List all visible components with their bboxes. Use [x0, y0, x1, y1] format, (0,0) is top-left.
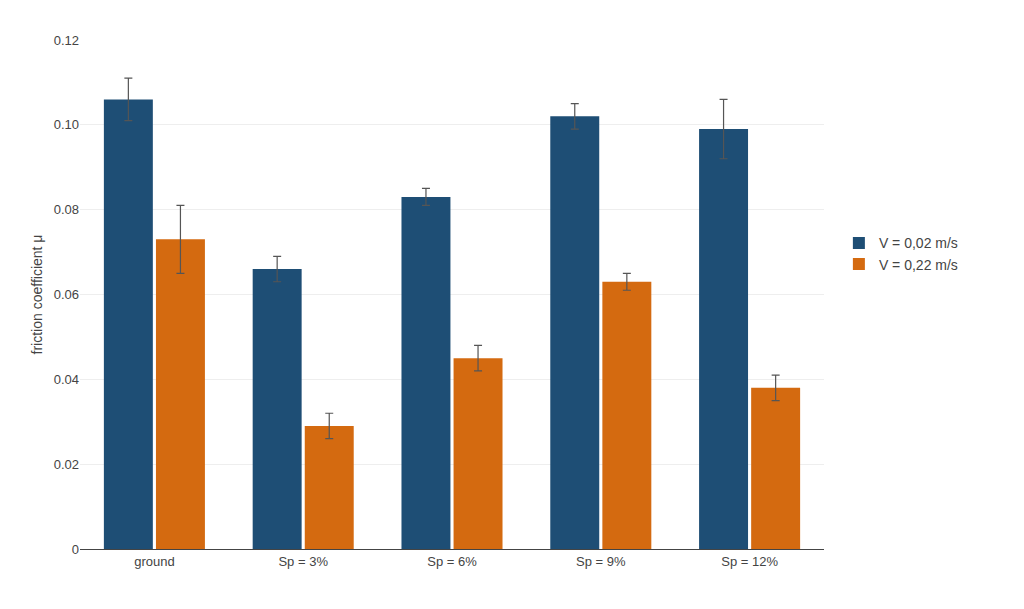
svg-text:Sp = 3%: Sp = 3% [278, 554, 328, 569]
svg-text:0.06: 0.06 [54, 287, 79, 302]
svg-text:Sp = 9%: Sp = 9% [576, 554, 626, 569]
svg-text:Sp = 12%: Sp = 12% [721, 554, 778, 569]
svg-text:0.04: 0.04 [54, 372, 79, 387]
svg-text:0.12: 0.12 [54, 33, 79, 48]
svg-text:0.10: 0.10 [54, 117, 79, 132]
svg-text:Sp = 6%: Sp = 6% [427, 554, 477, 569]
svg-text:V = 0,22 m/s: V = 0,22 m/s [879, 257, 958, 273]
svg-text:0: 0 [72, 542, 79, 557]
svg-text:friction coefficient μ: friction coefficient μ [29, 235, 45, 355]
svg-text:0.08: 0.08 [54, 202, 79, 217]
svg-text:0.02: 0.02 [54, 457, 79, 472]
svg-text:ground: ground [134, 554, 174, 569]
svg-text:V = 0,02 m/s: V = 0,02 m/s [879, 235, 958, 251]
